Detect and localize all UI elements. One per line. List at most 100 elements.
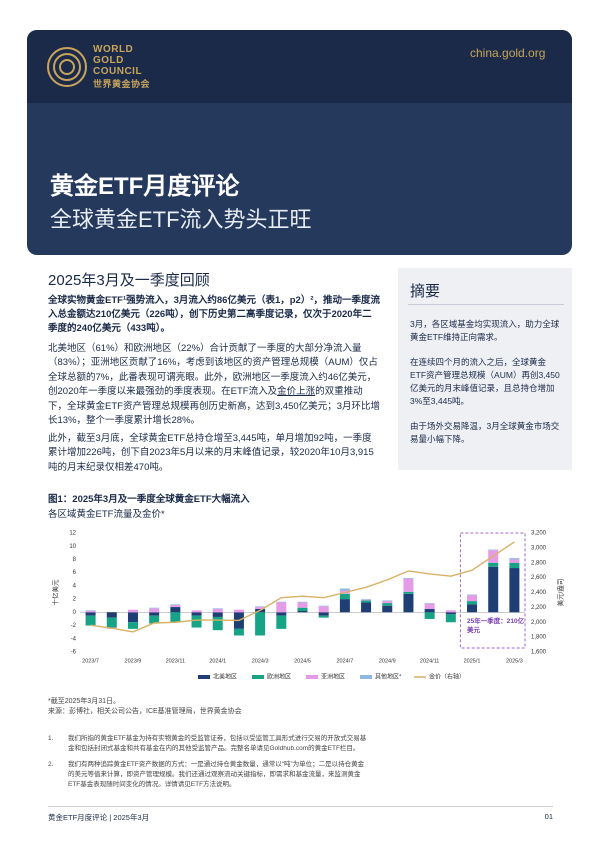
y-tick-label: 8	[73, 557, 77, 563]
text: 的双重推动下，全球黄金ETF资产管理总规模再创历史新高，达到3,450亿美元；3…	[48, 386, 380, 427]
bar	[85, 612, 96, 616]
y-tick-label: -4	[71, 636, 77, 642]
y-tick-label: -2	[71, 623, 77, 629]
bar	[170, 605, 181, 608]
y2-axis-title: 美元/盎司	[556, 579, 565, 607]
bar	[382, 605, 393, 613]
bar	[339, 588, 350, 591]
bar	[191, 612, 202, 616]
y-tick-label: 2	[73, 597, 77, 603]
bar	[424, 603, 435, 604]
bar	[276, 615, 287, 629]
bar	[318, 615, 329, 618]
x-tick-label: 2023/7	[82, 658, 99, 664]
y2-tick-label: 1,800	[531, 635, 547, 641]
logo-cn: 世界黄金协会	[93, 79, 151, 89]
bar	[467, 595, 478, 602]
summary-item: 由于场外交易降温，3月全球黄金市场交易量小幅下降。	[410, 421, 560, 444]
y2-tick-label: 2,800	[531, 560, 547, 566]
summary-title: 摘要	[410, 283, 441, 300]
y2-tick-label: 2,400	[531, 590, 547, 596]
bar	[382, 600, 393, 602]
bar	[191, 610, 202, 613]
logo-line: WORLD	[93, 44, 134, 55]
chart: -6 -4 -2 0 2 4 6 8 10 12 1,600 1,800 2,000 2,200 2,400…	[51, 531, 565, 681]
x-tick-label: 2023/9	[125, 658, 142, 664]
bar	[276, 602, 287, 613]
y-tick-label: 12	[69, 531, 76, 537]
bar	[255, 607, 266, 610]
bar	[149, 607, 160, 609]
page-number: 01	[544, 812, 553, 821]
logo-mark	[47, 47, 87, 87]
note: 2. 我们有两种追踪黄金ETF资产数据的方式：一是通过持仓黄金数量，通常以“吨”为…	[48, 760, 553, 790]
bar	[488, 562, 499, 567]
bar	[403, 578, 414, 592]
bar	[297, 602, 308, 608]
url[interactable]: china.gold.org	[470, 46, 546, 60]
figure-title: 图1：2025年3月及一季度全球黄金ETF大幅流入	[48, 494, 250, 505]
paragraph: 此外，截至3月底，全球黄金ETF总持仓增至3,445吨，单月增加92吨，一季度累…	[48, 433, 374, 473]
bar	[127, 612, 138, 623]
bar	[361, 602, 372, 613]
bar	[509, 562, 520, 569]
x-tick-label: 2024/11	[420, 658, 439, 664]
x-tick-label: 2023/11	[166, 658, 185, 664]
bar	[318, 605, 329, 607]
logo-line: GOLD	[93, 55, 124, 66]
bar	[149, 612, 160, 616]
y2-tick-label: 2,600	[531, 575, 547, 581]
bar	[445, 610, 456, 613]
bar	[424, 612, 435, 619]
x-tick-label: 2024/9	[379, 658, 396, 664]
legend-swatch	[360, 675, 372, 679]
section-heading: 2025年3月及一季度回顾	[48, 272, 210, 289]
legend-label: 金价（右轴）	[429, 673, 465, 681]
divider	[408, 304, 564, 305]
y-axis-title: 十亿美元	[51, 579, 60, 606]
bar	[318, 606, 329, 613]
y2-tick-label: 3,000	[531, 545, 547, 551]
bar	[233, 628, 244, 636]
bar	[233, 609, 244, 613]
link[interactable]: 金价上涨	[277, 386, 316, 398]
bar	[509, 558, 520, 560]
y2-tick-label: 1,600	[531, 650, 547, 656]
bar	[509, 568, 520, 613]
summary-box: 摘要 3月，各区域基金均实现流入，助力全球黄金ETF维持正向需求。 在连续四个月…	[398, 268, 572, 470]
bar	[424, 603, 435, 610]
y2-tick-label: 2,000	[531, 620, 547, 626]
bar	[191, 615, 202, 628]
x-tick-label: 2025/3	[506, 658, 523, 664]
figure-subtitle: 各区域黄金ETF流量及金价*	[48, 509, 165, 520]
subtitle: 全球黄金ETF流入势头正旺	[50, 207, 312, 232]
y-tick-label: 6	[73, 570, 77, 576]
y2-tick-label: 2,200	[531, 605, 547, 611]
legend-swatch	[306, 675, 318, 679]
bar	[85, 615, 96, 626]
bar	[149, 608, 160, 613]
note-text: 我们所指的黄金ETF基金为持有实物黄金的受监管证券，包括以受监管工具形式进行交易…	[68, 735, 367, 752]
logo-line: COUNCIL	[93, 66, 143, 77]
bar	[212, 616, 223, 631]
bar	[445, 612, 456, 615]
bar	[403, 591, 414, 594]
bar	[445, 614, 456, 623]
text: 北美地区（61%）和欧洲地区（22%）合计贡献了一季度的大部分净流入量（83%）…	[48, 343, 378, 398]
bar	[467, 604, 478, 613]
legend-swatch	[252, 675, 264, 679]
legend-label: 欧洲地区	[267, 673, 291, 681]
logo-text: WORLD GOLD COUNCIL 世界黄金协会	[93, 44, 150, 90]
note-text: 我们有两种追踪黄金ETF资产数据的方式：一是通过持仓黄金数量，通常以“吨”为单位…	[68, 761, 365, 788]
bar	[488, 549, 499, 551]
x-tick-label: 2024/7	[336, 658, 353, 664]
bar	[361, 599, 372, 601]
x-tick-label: 2024/1	[209, 658, 226, 664]
bar	[361, 600, 372, 603]
bar	[339, 599, 350, 613]
legend-label: 其他地区*	[375, 673, 402, 681]
source: 来源：彭博社，相关公司公告，ICE基准管理局，世界黄金协会	[48, 708, 242, 715]
bar	[170, 607, 181, 613]
bar	[488, 566, 499, 613]
y-tick-label: 0	[73, 610, 77, 616]
